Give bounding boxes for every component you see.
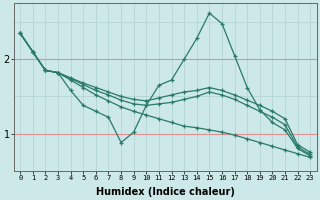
X-axis label: Humidex (Indice chaleur): Humidex (Indice chaleur) (96, 187, 235, 197)
